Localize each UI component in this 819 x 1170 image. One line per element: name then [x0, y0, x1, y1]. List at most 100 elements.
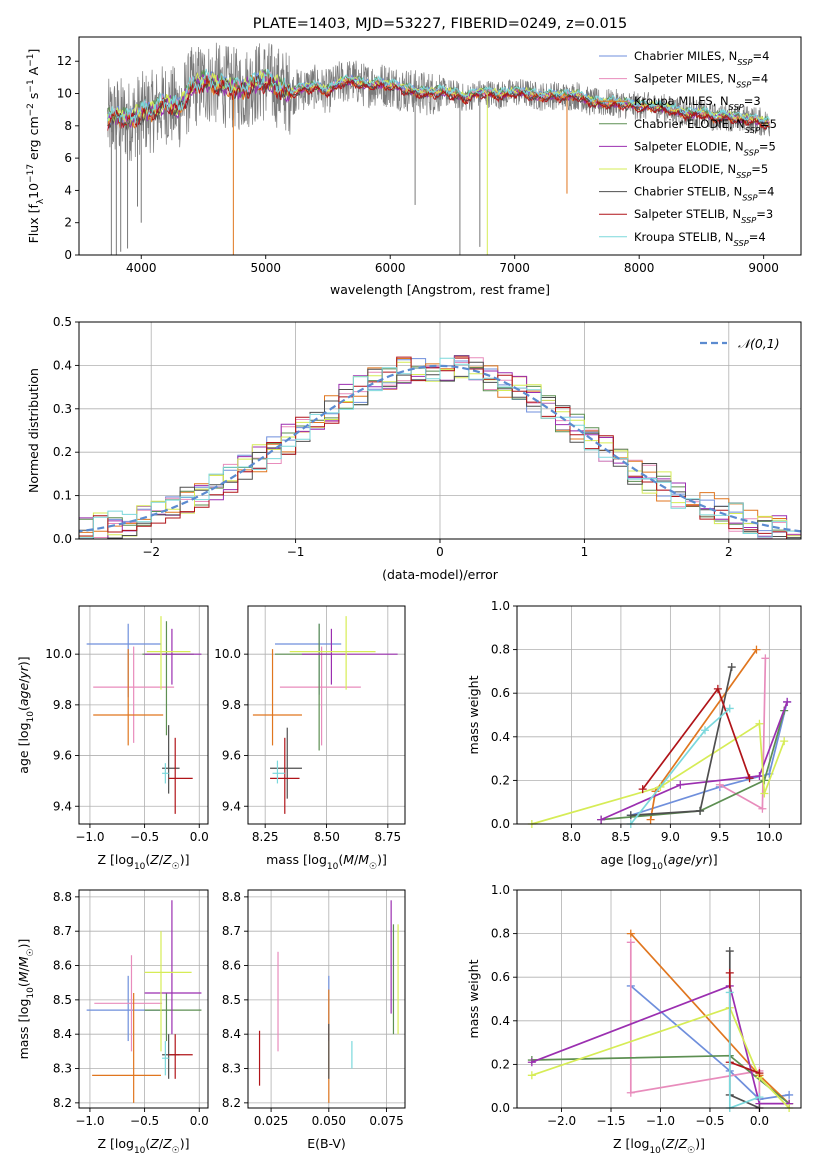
text-span: Z [log [613, 1136, 649, 1151]
tick-label-x: −1.0 [75, 1114, 104, 1128]
text-span: Kroupa MILES, N [634, 94, 729, 108]
text-span: )] [180, 1136, 190, 1151]
tick-label-x: 10.0 [756, 830, 783, 844]
model-spectrum-line [107, 70, 770, 129]
axes-frame [516, 605, 802, 825]
tick-label-x: 0.025 [254, 1114, 288, 1128]
axis-label-x: Z [log10(Z/Z☉)] [97, 1136, 189, 1156]
tick-label-y: 8 [64, 119, 72, 133]
weight-marker [597, 815, 606, 824]
text-span: 10 [652, 862, 664, 872]
text-span: 10 [134, 862, 146, 872]
tick-label-x: 8.25 [252, 830, 279, 844]
text-span: Chabrier ELODIE, N [634, 117, 745, 131]
weight-marker [696, 806, 705, 815]
text-span: / [674, 1136, 679, 1151]
axis-label-y: mass weight [466, 675, 481, 754]
tick-label-y: 9.4 [222, 799, 241, 813]
weight-marker [638, 785, 647, 794]
tick-label-y: 8.6 [222, 959, 241, 973]
text-span: 10 [26, 987, 36, 999]
tick-label-y: 8.3 [53, 1062, 72, 1076]
text-span: ☉ [172, 1146, 180, 1156]
weight-line [531, 722, 785, 825]
tick-label-y: 10.0 [214, 647, 241, 661]
spectrum-plot-area [107, 42, 771, 255]
tick-label-y: 9.6 [222, 749, 241, 763]
normal-curve [79, 364, 801, 533]
text-span: / [159, 852, 164, 867]
text-span: / [16, 678, 31, 683]
text-span: Kroupa STELIB, N [634, 230, 734, 244]
weight-marker [701, 726, 710, 735]
legend-label: Kroupa STELIB, NSSP=4 [634, 230, 766, 248]
text-span: yr [694, 852, 708, 867]
text-span: E(B-V) [307, 1136, 346, 1151]
axes-frame [247, 889, 406, 1109]
tick-label-x: 2 [725, 545, 733, 559]
tick-label-y: 0.1 [53, 489, 72, 503]
weight-marker [527, 1071, 536, 1080]
legend-label: Chabrier STELIB, NSSP=4 [634, 185, 774, 203]
tick-label-y: 8.5 [222, 993, 241, 1007]
text-span: s [26, 93, 41, 104]
weight-line [600, 701, 788, 821]
axis-label-y: age [log10(age/yr)] [16, 656, 36, 773]
tick-label-y: 0.4 [491, 1014, 510, 1028]
text-span: age [668, 852, 692, 867]
tick-label-x: −1 [287, 545, 305, 559]
weight-marker [626, 929, 635, 938]
tick-label-y: 8.4 [53, 1027, 72, 1041]
mass-vs-Z-panel: −1.0 −0.5 0.08.28.38.48.58.68.78.8Z [log10… [16, 889, 209, 1156]
text-span: / [354, 852, 359, 867]
axes-frame [78, 605, 209, 825]
tick-label-y: 0.3 [53, 402, 72, 416]
text-span: =4 [757, 185, 774, 199]
text-span: ( [145, 1136, 150, 1151]
text-span: Z [162, 852, 172, 867]
text-span: =3 [744, 94, 761, 108]
text-span: A [26, 66, 41, 79]
chart-title: PLATE=1403, MJD=53227, FIBERID=0249, z=0… [253, 16, 627, 32]
text-span: 10 [327, 862, 339, 872]
text-span: ( [661, 1136, 666, 1151]
axis-label-x: Z [log10(Z/Z☉)] [613, 1136, 705, 1156]
text-span: SSP [744, 147, 759, 157]
tick-label-y: 2 [64, 216, 72, 230]
text-span: mass [log [266, 852, 327, 867]
tick-label-y: 12 [57, 54, 72, 68]
text-span: 10 [26, 183, 41, 199]
weight-marker [725, 947, 734, 956]
text-span: =3 [756, 207, 773, 221]
weight-marker [725, 704, 734, 713]
tick-label-x: −1.0 [646, 1114, 675, 1128]
text-span: Z [149, 852, 159, 867]
weight-marker [745, 774, 754, 783]
text-span: Z [log [97, 1136, 133, 1151]
residuals-panel: −2 −1 0 1 2 0.0 0.1 0.2 0.3 0.4 0.5 (data-model)/er… [26, 315, 802, 582]
tick-label-x: −2 [142, 545, 160, 559]
text-span: age [log [16, 722, 31, 773]
tick-label-x: −2.0 [547, 1114, 576, 1128]
tick-label-x: 0.0 [190, 1114, 209, 1128]
tick-label-x: −1.5 [596, 1114, 625, 1128]
age-vs-Z-panel: −1.0 −0.5 0.09.49.69.810.0Z [log10(Z/Z☉)]a… [16, 605, 209, 872]
tick-label-x: 4000 [126, 261, 157, 275]
weight-marker [676, 780, 685, 789]
text-span: M [16, 971, 31, 982]
tick-label-y: 8.2 [222, 1096, 241, 1110]
weight-line [531, 1006, 790, 1109]
text-span: / [691, 852, 696, 867]
weight-marker [713, 684, 722, 693]
residuals-plot-area [79, 355, 801, 539]
weight-line [630, 985, 790, 1101]
tick-label-x: 8.75 [374, 830, 401, 844]
weight-marker [761, 654, 770, 663]
tick-label-x: 8.0 [562, 830, 581, 844]
weight-marker [755, 719, 764, 728]
axis-label-x: E(B-V) [307, 1136, 346, 1151]
axis-label-y: Normed distribution [26, 368, 41, 493]
